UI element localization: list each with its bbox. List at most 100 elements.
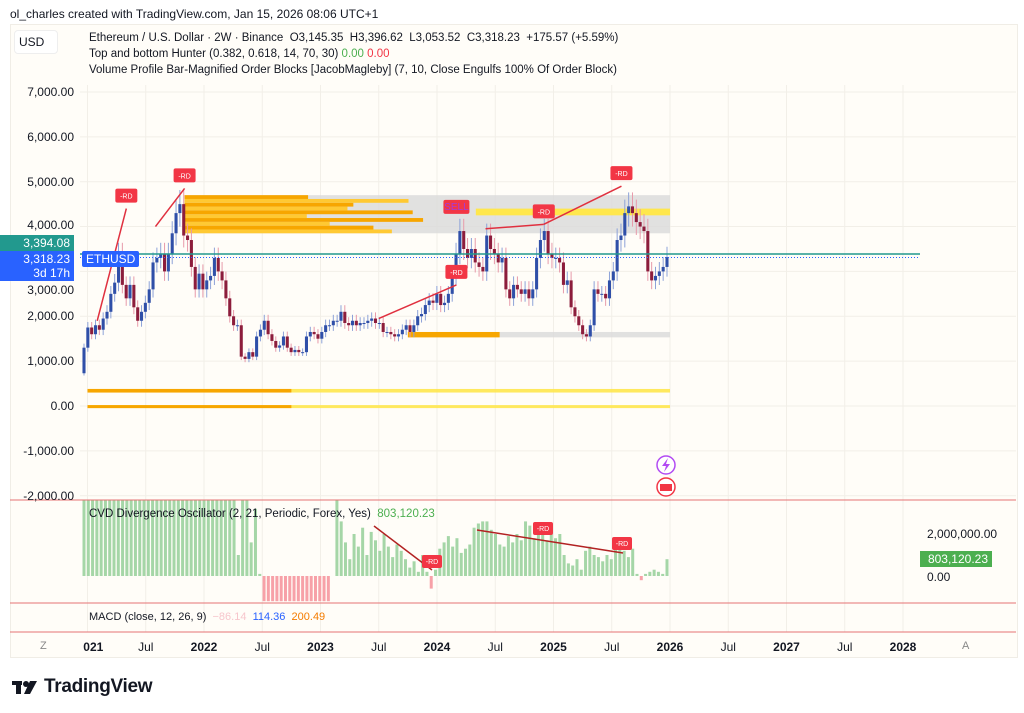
- candle-body: [607, 280, 612, 299]
- candle-body: [93, 325, 98, 335]
- candle-body: [535, 257, 539, 290]
- cvd-bar: [502, 546, 506, 576]
- candle-body: [174, 213, 178, 234]
- candle-body: [377, 323, 381, 325]
- time-tick-label: Jul: [837, 640, 853, 654]
- order-block-zone: [87, 388, 670, 393]
- cvd-bar: [416, 571, 420, 576]
- cvd-bar: [605, 555, 609, 576]
- candle-body: [224, 280, 228, 299]
- indicator-name: Top and bottom Hunter (0.382, 0.618, 14,…: [89, 48, 339, 60]
- candle-body: [266, 320, 270, 335]
- candle-body: [120, 253, 124, 285]
- cvd-bar: [159, 500, 163, 576]
- cvd-bar: [614, 548, 618, 576]
- candle-body: [243, 356, 247, 359]
- cvd-axis-top: 2,000,000.00: [927, 527, 998, 541]
- candle-body: [312, 331, 316, 335]
- signal-label-box: [422, 555, 442, 568]
- cvd-bar: [644, 573, 648, 576]
- cvd-bar: [305, 576, 309, 602]
- candle-body: [393, 334, 397, 337]
- tradingview-logo[interactable]: TradingView: [12, 676, 153, 698]
- currency-button[interactable]: USD: [14, 30, 58, 54]
- candle-body: [109, 293, 113, 312]
- candle-body: [638, 222, 642, 227]
- auto-scale-button[interactable]: A: [962, 640, 970, 652]
- candle-body: [327, 325, 332, 327]
- candle-body: [427, 300, 431, 306]
- candle-body: [423, 305, 427, 315]
- cvd-bar: [652, 569, 656, 576]
- candle-body: [166, 253, 170, 272]
- cvd-bar: [575, 559, 579, 576]
- cvd-bar: [151, 500, 155, 576]
- order-block-zone: [407, 331, 670, 338]
- candle-body: [542, 231, 546, 241]
- cvd-bar: [146, 500, 150, 576]
- candle-body: [615, 240, 619, 272]
- cvd-bar: [584, 550, 588, 576]
- candle-body: [389, 331, 393, 335]
- time-tick-label: Jul: [720, 640, 736, 654]
- cvd-bar: [442, 542, 446, 576]
- candle-body: [373, 318, 378, 324]
- cvd-bar: [489, 529, 493, 576]
- cvd-bar: [283, 576, 287, 602]
- macd-legend[interactable]: MACD (close, 12, 26, 9) −86.14 114.36 20…: [89, 611, 325, 623]
- ohlc-high: H3,396.62: [349, 32, 403, 44]
- indicator-legend-orderblocks[interactable]: Volume Profile Bar-Magnified Order Block…: [89, 64, 617, 76]
- cvd-bar: [549, 534, 553, 576]
- candle-body: [550, 253, 554, 258]
- cvd-histogram: -RD -RD -RD: [82, 500, 669, 602]
- cvd-bar: [536, 531, 540, 576]
- candle-body: [646, 231, 650, 272]
- cvd-bar: [554, 538, 558, 576]
- candle-body: [619, 235, 623, 241]
- indicator-legend-hunter[interactable]: Top and bottom Hunter (0.382, 0.618, 14,…: [89, 48, 390, 60]
- candle-body: [201, 273, 205, 290]
- cvd-bar: [626, 557, 630, 576]
- signal-label: -RD: [616, 541, 628, 548]
- time-tick-label: 2024: [423, 640, 451, 654]
- candle-body: [113, 282, 117, 294]
- cvd-bar: [365, 555, 369, 576]
- zoom-button[interactable]: Z: [40, 640, 47, 652]
- cvd-bar: [193, 500, 197, 576]
- candle-body: [642, 226, 646, 232]
- candle-body: [289, 347, 293, 353]
- candle-body: [301, 352, 305, 354]
- price-tick-label: 6,000.00: [27, 129, 74, 144]
- lightning-glyph: [662, 458, 670, 472]
- candle-body: [627, 206, 631, 214]
- cvd-bar: [635, 573, 639, 576]
- candle-body: [216, 257, 220, 272]
- candle-body: [458, 231, 462, 254]
- candle-body: [496, 253, 500, 263]
- signals: -RD -RD -RD SELL -RD -RD: [96, 166, 633, 321]
- price-tick-label: 1,000.00: [27, 354, 74, 369]
- cvd-bar: [515, 534, 519, 576]
- candle-body: [308, 331, 312, 337]
- cvd-bar: [361, 527, 365, 576]
- time-tick-label: Jul: [487, 640, 503, 654]
- cvd-bar: [211, 500, 215, 576]
- candle-body: [209, 275, 213, 281]
- macd-signal-value: 200.49: [291, 611, 326, 623]
- signal-label-box: [445, 264, 468, 279]
- cvd-bar: [571, 565, 575, 576]
- candle-body: [124, 284, 128, 299]
- cvd-bar: [592, 555, 596, 576]
- cvd-bar: [356, 546, 360, 576]
- cvd-bar: [481, 521, 485, 576]
- cvd-bar: [566, 563, 570, 576]
- cvd-bar: [249, 542, 253, 576]
- cvd-legend[interactable]: CVD Divergence Oscillator (2, 21, Period…: [89, 508, 435, 520]
- candle-body: [159, 253, 163, 258]
- cvd-bar: [412, 561, 416, 576]
- candle-body: [489, 235, 493, 249]
- signal-label-box: [612, 537, 632, 550]
- indicator-icons[interactable]: [656, 455, 676, 497]
- ohlc-close: C3,318.23: [466, 32, 520, 44]
